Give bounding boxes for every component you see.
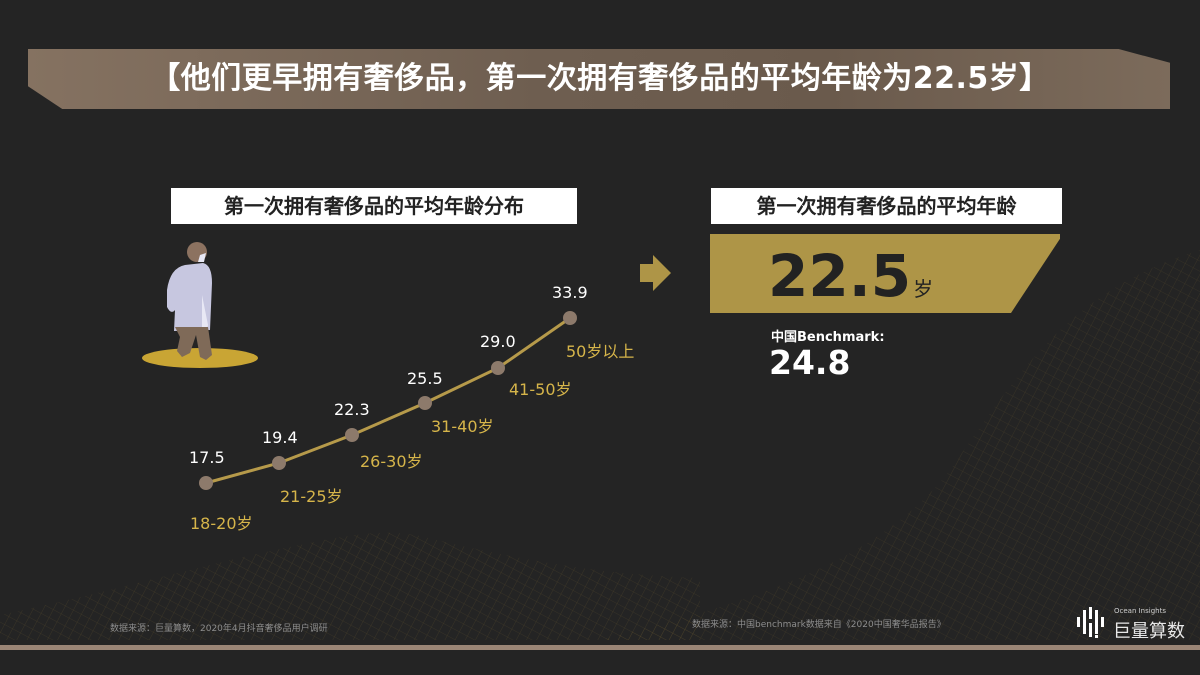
average-age-highlight-box [710, 234, 1060, 313]
chart-line [205, 316, 571, 485]
data-value-label: 33.9 [552, 283, 588, 302]
average-age-value: 22.5 岁 [768, 236, 933, 329]
footer-divider [0, 645, 1200, 650]
average-age-unit: 岁 [913, 277, 934, 301]
data-point-markers [199, 311, 577, 490]
ocean-insights-logo-icon [1077, 607, 1104, 638]
data-value-label: 22.3 [334, 400, 370, 419]
age-category-label: 26-30岁 [360, 452, 423, 471]
data-value-label: 25.5 [407, 369, 443, 388]
source-note-right: 数据来源：中国benchmark数据来自《2020中国奢华品报告》 [692, 620, 946, 630]
age-category-label: 21-25岁 [280, 487, 343, 506]
logo-english-text: Ocean Insights [1114, 607, 1166, 615]
average-age-label: 第一次拥有奢侈品的平均年龄 [711, 188, 1062, 224]
age-category-label: 31-40岁 [431, 417, 494, 436]
distribution-chart-label: 第一次拥有奢侈品的平均年龄分布 [171, 188, 577, 224]
data-value-label: 17.5 [189, 448, 225, 467]
age-category-label: 18-20岁 [190, 514, 253, 533]
benchmark-value: 24.8 [769, 343, 851, 382]
walking-person-icon [142, 242, 258, 368]
age-category-label: 41-50岁 [509, 380, 572, 399]
data-value-label: 29.0 [480, 332, 516, 351]
data-value-label: 19.4 [262, 428, 298, 447]
logo-chinese-text: 巨量算数 [1113, 621, 1185, 642]
benchmark-label: 中国Benchmark: [771, 330, 885, 345]
age-distribution-line-chart [199, 311, 577, 490]
arrow-right-icon [640, 255, 671, 291]
page-title: 【他们更早拥有奢侈品，第一次拥有奢侈品的平均年龄为22.5岁】 [150, 61, 1050, 96]
title-banner [28, 49, 1170, 109]
age-category-label: 50岁以上 [566, 342, 635, 361]
source-note-left: 数据来源：巨量算数，2020年4月抖音奢侈品用户调研 [110, 624, 328, 634]
average-age-number: 22.5 [768, 242, 912, 310]
